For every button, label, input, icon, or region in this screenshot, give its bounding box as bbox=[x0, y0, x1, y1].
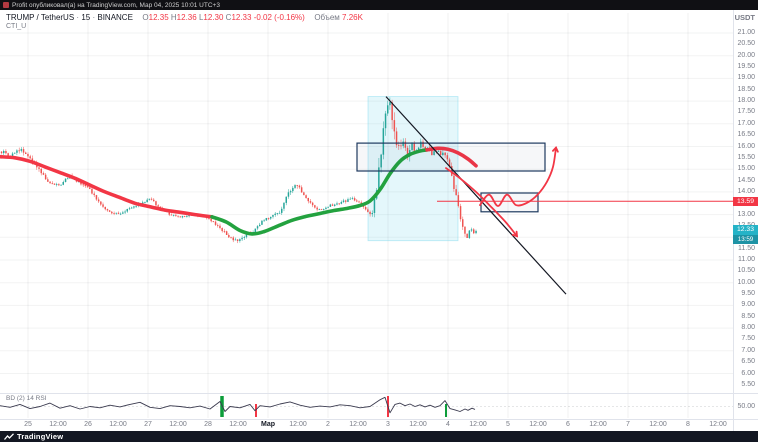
low-label: L bbox=[198, 13, 204, 22]
highlight-zone[interactable] bbox=[367, 96, 459, 242]
time-axis-label: 12:00 bbox=[49, 421, 67, 428]
price-axis-label: 6.00 bbox=[741, 369, 755, 377]
time-axis-label: 3 bbox=[386, 421, 390, 428]
bottom-brand-bar: TradingView bbox=[0, 431, 758, 442]
price-axis-label: 18.00 bbox=[737, 97, 755, 105]
price-axis-label: 17.00 bbox=[737, 119, 755, 127]
last-price-badge[interactable]: 12.33 bbox=[733, 225, 758, 235]
high-value: 12.36 bbox=[176, 13, 197, 22]
time-axis-label: 27 bbox=[144, 421, 152, 428]
time-axis-label: Мар bbox=[260, 421, 276, 428]
price-axis-label: 7.50 bbox=[741, 335, 755, 343]
price-axis-label: 10.00 bbox=[737, 278, 755, 286]
price-axis-label: 16.00 bbox=[737, 142, 755, 150]
open-value: 12.35 bbox=[148, 13, 169, 22]
time-axis-label: 12:00 bbox=[709, 421, 727, 428]
exchange-name: BINANCE bbox=[97, 13, 133, 22]
price-axis-label: 6.50 bbox=[741, 358, 755, 366]
price-axis-label: 15.50 bbox=[737, 153, 755, 161]
symbol-name[interactable]: TRUMP / TetherUS bbox=[6, 13, 75, 22]
price-axis-label: 14.50 bbox=[737, 176, 755, 184]
price-axis-label: 20.50 bbox=[737, 40, 755, 48]
low-value: 12.30 bbox=[203, 13, 224, 22]
indicator-legend[interactable]: CTI_U bbox=[6, 23, 27, 30]
bar-countdown-badge: 13:59 bbox=[733, 235, 758, 244]
time-axis-label: 12:00 bbox=[289, 421, 307, 428]
time-axis[interactable]: 25 12:00 26 12:00 27 12:00 28 12:00 Мар 12:00 2 12:… bbox=[0, 420, 733, 431]
time-axis-label: 7 bbox=[626, 421, 630, 428]
time-axis-label: 25 bbox=[24, 421, 32, 428]
drawing-arrows[interactable] bbox=[445, 146, 559, 238]
close-label: C bbox=[225, 13, 232, 22]
time-axis-label: 12:00 bbox=[349, 421, 367, 428]
candlestick-series bbox=[0, 97, 477, 244]
change-value: -0.02 (-0.16%) bbox=[253, 13, 305, 22]
brand-wordmark[interactable]: TradingView bbox=[17, 432, 64, 441]
open-label: O bbox=[142, 13, 149, 22]
price-axis-label: 11.50 bbox=[738, 244, 755, 252]
legend-separator: · bbox=[76, 13, 80, 22]
pane-separator[interactable] bbox=[0, 419, 758, 420]
publish-info-text: Profit опубликовал(а) на TradingView.com… bbox=[12, 1, 220, 9]
price-axis-label: 15.00 bbox=[737, 165, 755, 173]
price-axis-label: 20.00 bbox=[737, 51, 755, 59]
time-axis-label: 28 bbox=[204, 421, 212, 428]
close-value: 12.33 bbox=[231, 13, 252, 22]
time-axis-label: 12:00 bbox=[109, 421, 127, 428]
currency-label: USDT bbox=[734, 13, 755, 22]
publisher-avatar-icon bbox=[3, 2, 9, 8]
price-axis-label: 11.00 bbox=[738, 256, 755, 263]
time-axis-label: 12:00 bbox=[409, 421, 427, 428]
time-axis-label: 12:00 bbox=[469, 421, 487, 428]
time-axis-label: 6 bbox=[566, 421, 570, 428]
time-axis-label: 12:00 bbox=[529, 421, 547, 428]
price-axis-label: 13.00 bbox=[737, 210, 755, 218]
price-axis-label: 18.50 bbox=[737, 85, 755, 93]
price-axis-label: 8.00 bbox=[741, 324, 755, 332]
interval-value[interactable]: 15 bbox=[81, 13, 91, 22]
price-axis-label: 14.00 bbox=[737, 187, 755, 195]
alert-price-badge[interactable]: 13.59 bbox=[733, 197, 758, 206]
time-axis-label: 26 bbox=[84, 421, 92, 428]
grid bbox=[0, 13, 733, 418]
price-axis-label: 21.00 bbox=[737, 29, 755, 36]
time-axis-label: 12:00 bbox=[589, 421, 607, 428]
price-axis-label: 5.50 bbox=[741, 380, 755, 388]
price-axis-label: 7.00 bbox=[741, 346, 755, 354]
high-label: H bbox=[170, 13, 177, 22]
time-axis-label: 8 bbox=[686, 421, 690, 428]
pane-separator[interactable] bbox=[0, 393, 758, 394]
volume-label: Объем bbox=[314, 13, 340, 22]
legend-separator: · bbox=[92, 13, 96, 22]
price-axis[interactable]: 21.00 20.50 20.00 19.50 19.00 18.50 18.00 17.50… bbox=[733, 10, 758, 393]
price-axis-label: 19.50 bbox=[737, 63, 755, 71]
trendline[interactable] bbox=[385, 96, 567, 295]
rsi-indicator-legend[interactable]: BD (2) 14 RSI bbox=[6, 395, 47, 402]
time-axis-label: 2 bbox=[326, 421, 330, 428]
rsi-axis-label: 50.00 bbox=[737, 403, 755, 410]
rsi-pane bbox=[0, 396, 733, 417]
rsi-line bbox=[0, 396, 476, 414]
volume-value: 7.26K bbox=[342, 13, 363, 22]
time-axis-label: 4 bbox=[446, 421, 450, 428]
price-axis-label: 17.50 bbox=[737, 108, 755, 116]
price-axis-label: 10.50 bbox=[737, 267, 755, 275]
price-axis-label: 19.00 bbox=[737, 74, 755, 82]
price-axis-label: 9.00 bbox=[741, 301, 755, 309]
price-axis-label: 9.50 bbox=[741, 290, 755, 298]
price-axis-border bbox=[733, 10, 734, 431]
price-axis-label: 16.50 bbox=[737, 131, 755, 139]
drawing-rectangle[interactable] bbox=[356, 142, 546, 172]
time-axis-label: 12:00 bbox=[169, 421, 187, 428]
tradingview-logo-icon bbox=[4, 432, 14, 440]
publish-info-bar: Profit опубликовал(а) на TradingView.com… bbox=[0, 0, 758, 10]
price-axis-label: 8.50 bbox=[741, 312, 755, 320]
symbol-legend[interactable]: TRUMP / TetherUS · 15 · BINANCE O12.35 H… bbox=[6, 13, 363, 22]
time-axis-label: 5 bbox=[506, 421, 510, 428]
ma-ribbon bbox=[0, 146, 478, 236]
time-axis-label: 12:00 bbox=[229, 421, 247, 428]
time-axis-label: 12:00 bbox=[649, 421, 667, 428]
